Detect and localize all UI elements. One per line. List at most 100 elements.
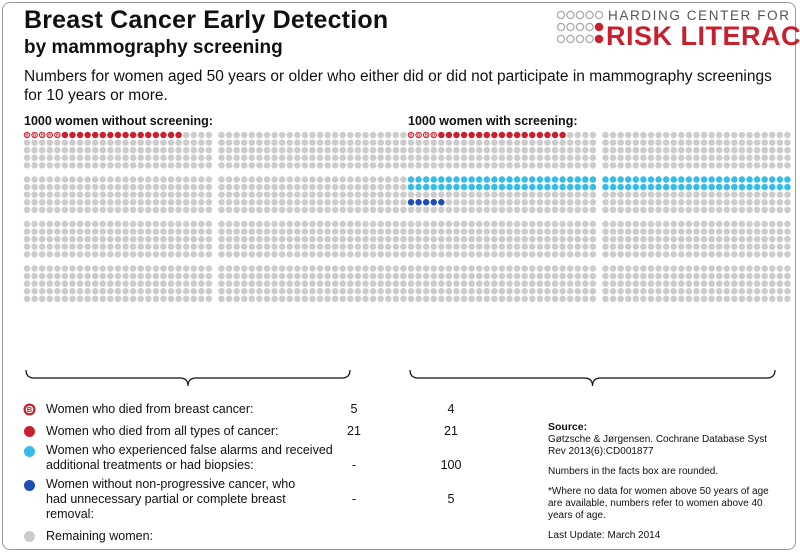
remaining-dot: [61, 243, 69, 250]
remaining-dot: [309, 235, 316, 243]
false-alarm-dot: [647, 183, 655, 191]
remaining-dot: [160, 243, 167, 250]
remaining-dot: [225, 146, 233, 154]
remaining-dot: [617, 280, 624, 287]
remaining-dot: [670, 131, 677, 139]
remaining-dot: [362, 251, 369, 258]
remaining-dot: [544, 228, 551, 235]
false-alarm-dot: [574, 176, 582, 183]
remaining-dot: [137, 146, 144, 154]
remaining-dot: [647, 198, 655, 206]
remaining-dot: [240, 176, 248, 183]
remaining-dot: [521, 191, 528, 198]
remaining-dot: [256, 220, 263, 228]
remaining-dot: [589, 191, 597, 198]
remaining-dot: [385, 243, 392, 250]
brace-without-screening: [25, 369, 351, 387]
remaining-dot: [137, 139, 144, 146]
remaining-dot: [415, 191, 422, 198]
remaining-dot: [708, 220, 715, 228]
remaining-dot: [715, 287, 723, 295]
remaining-dot: [708, 146, 715, 154]
remaining-dot: [145, 280, 152, 287]
remaining-dot: [61, 280, 69, 287]
remaining-dot: [99, 251, 107, 258]
cancer-death-dot: [122, 131, 129, 139]
remaining-dot: [746, 220, 753, 228]
remaining-dot: [377, 287, 384, 295]
remaining-dot: [468, 287, 475, 295]
remaining-dot: [582, 206, 589, 214]
remaining-dot: [248, 280, 256, 287]
cancer-death-dot: [76, 131, 84, 139]
remaining-dot: [506, 295, 513, 303]
remaining-dot: [647, 162, 655, 169]
remaining-dot: [544, 162, 551, 169]
remaining-dot: [167, 272, 175, 280]
remaining-dot: [662, 146, 670, 154]
remaining-dot: [278, 191, 286, 198]
remaining-dot: [640, 131, 647, 139]
remaining-dot: [175, 228, 182, 235]
breast-cancer-badge: [47, 132, 52, 138]
remaining-dot: [175, 198, 182, 206]
remaining-dot: [286, 251, 293, 258]
false-alarm-dot: [407, 176, 415, 183]
remaining-dot: [769, 228, 776, 235]
remaining-dot: [233, 265, 240, 272]
remaining-dot: [182, 176, 190, 183]
remaining-dot: [723, 228, 731, 235]
remaining-dot: [784, 251, 791, 258]
remaining-dot: [761, 198, 768, 206]
remaining-dot: [422, 280, 430, 287]
remaining-dot: [624, 206, 632, 214]
remaining-dot: [107, 183, 114, 191]
remaining-dot: [137, 198, 144, 206]
cancer-death-dot: [475, 131, 483, 139]
remaining-dot: [198, 235, 205, 243]
remaining-dot: [589, 154, 597, 161]
remaining-dot: [506, 251, 513, 258]
remaining-dot: [475, 287, 483, 295]
svg-text:B: B: [27, 405, 33, 414]
remaining-dot: [574, 251, 582, 258]
remaining-dot: [498, 162, 506, 169]
remaining-dot: [536, 243, 544, 250]
remaining-dot: [784, 287, 791, 295]
remaining-dot: [31, 235, 38, 243]
remaining-dot: [415, 280, 422, 287]
remaining-dot: [54, 243, 61, 250]
remaining-dot: [377, 198, 384, 206]
remaining-dot: [256, 146, 263, 154]
remaining-dot: [76, 146, 84, 154]
remaining-dot: [114, 198, 122, 206]
remaining-dot: [23, 287, 31, 295]
remaining-dot: [582, 280, 589, 287]
remaining-dot: [385, 162, 392, 169]
false-alarm-dot: [438, 176, 445, 183]
remaining-dot: [107, 272, 114, 280]
remaining-dot: [339, 228, 347, 235]
remaining-dot: [248, 228, 256, 235]
remaining-dot: [385, 176, 392, 183]
remaining-dot: [331, 295, 339, 303]
remaining-dot: [271, 183, 278, 191]
remaining-dot: [662, 131, 670, 139]
remaining-dot: [475, 220, 483, 228]
remaining-dot: [182, 191, 190, 198]
false-alarm-dot: [678, 176, 685, 183]
remaining-dot: [31, 251, 38, 258]
false-alarm-dot: [513, 176, 521, 183]
remaining-dot: [566, 162, 574, 169]
remaining-dot: [617, 131, 624, 139]
remaining-dot: [483, 154, 491, 161]
remaining-dot: [248, 220, 256, 228]
remaining-dot: [392, 154, 400, 161]
remaining-dot: [662, 228, 670, 235]
remaining-dot: [491, 146, 498, 154]
remaining-dot: [175, 176, 182, 183]
remaining-dot: [769, 198, 776, 206]
remaining-dot: [589, 251, 597, 258]
remaining-dot: [498, 272, 506, 280]
remaining-dot: [61, 183, 69, 191]
